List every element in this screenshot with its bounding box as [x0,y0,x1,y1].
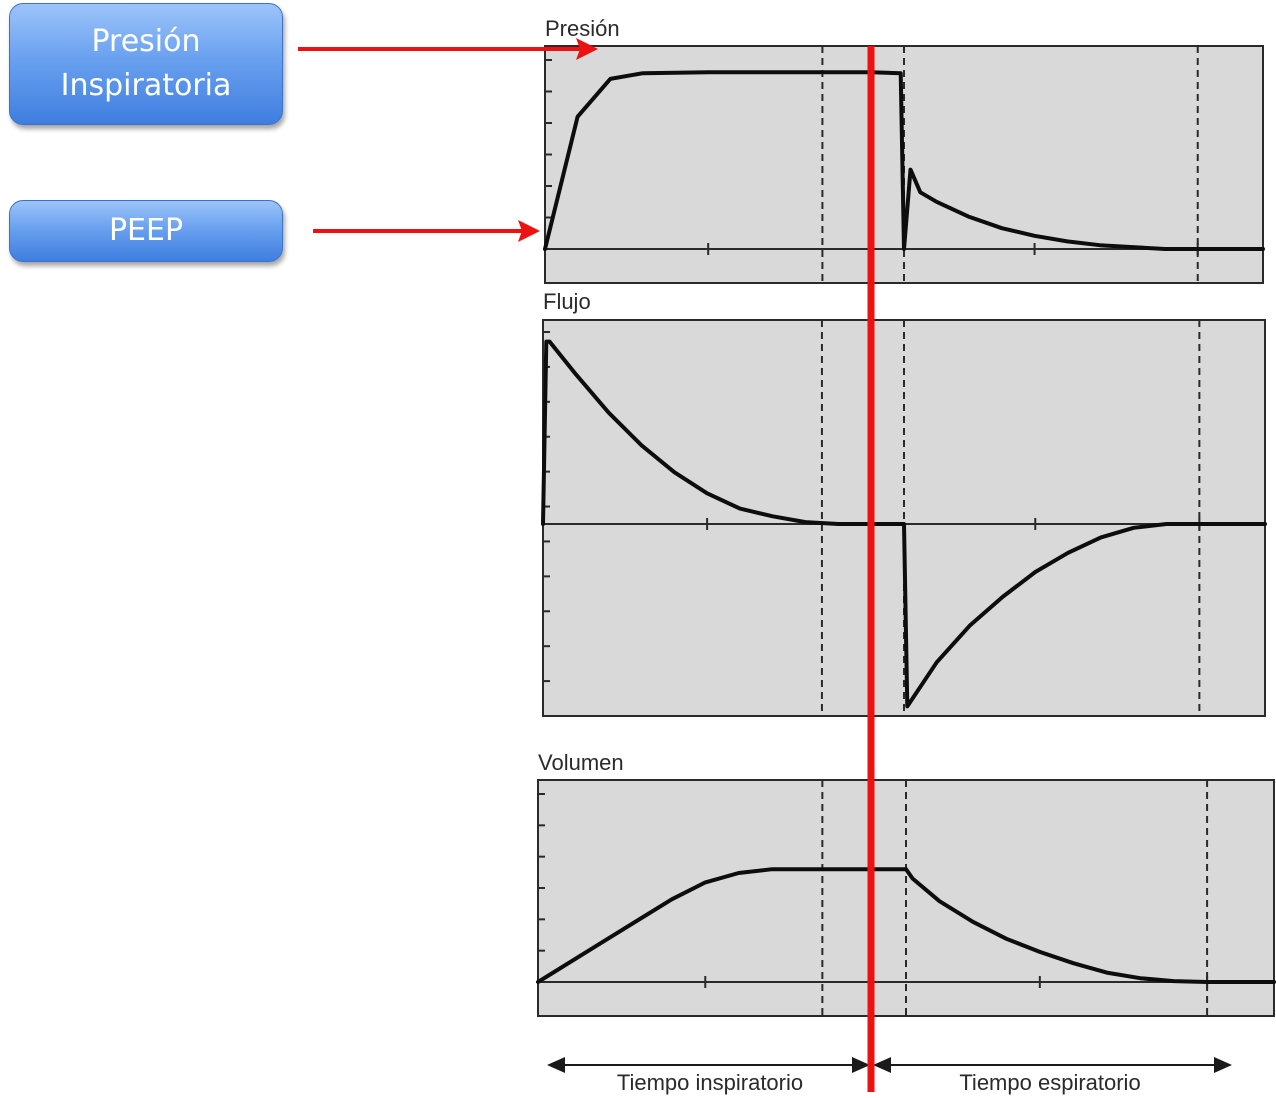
expiratory-arrowhead-right [1214,1057,1232,1073]
panel-title: Flujo [543,289,591,314]
waveform-curve [541,339,1267,709]
phase-time-axis: Tiempo inspiratorio Tiempo espiratorio [547,1057,1232,1095]
chart-panel-pressure: Presión [543,16,1265,284]
red-annotations [298,38,875,1092]
inspiratory-arrowhead-right [852,1057,870,1073]
presion-inspiratoria-arrowhead [576,38,598,60]
panel-title: Volumen [538,750,624,775]
chart-panel-flow: Flujo [541,289,1267,717]
callout-peep: PEEP [9,200,283,262]
inspiratory-arrowhead-left [547,1057,565,1073]
peep-arrowhead [518,220,540,242]
callout-presion-inspiratoria: Presión Inspiratoria [9,3,283,125]
chart-panel-volume: Volumen [536,750,1276,1017]
waveform-curve [543,70,1265,251]
inspiratory-time-label: Tiempo inspiratorio [617,1070,803,1095]
panel-title: Presión [545,16,620,41]
expiratory-arrowhead-left [873,1057,891,1073]
expiratory-time-label: Tiempo espiratorio [959,1070,1140,1095]
waveform-curve [536,867,1276,984]
